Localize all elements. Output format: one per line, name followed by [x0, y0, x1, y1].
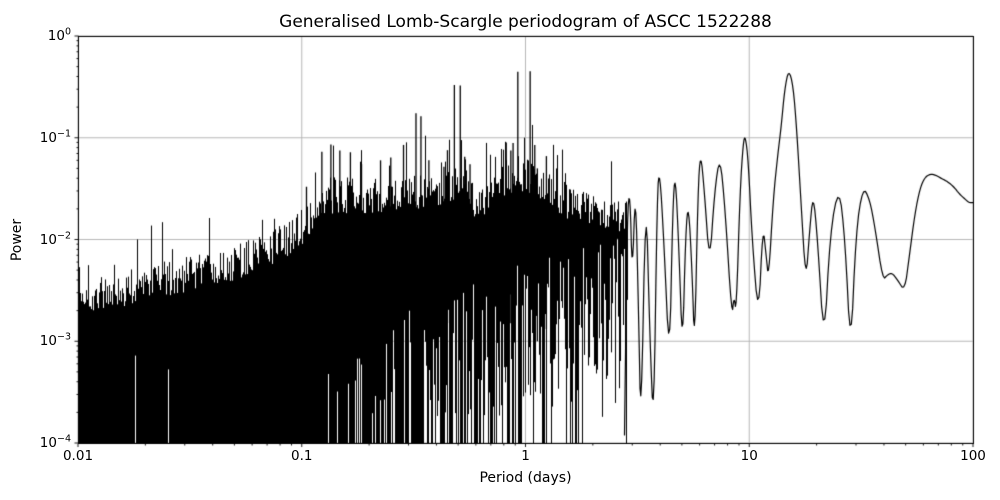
- x-tick-label: 0.1: [291, 448, 313, 464]
- y-tick-label: 10−1: [39, 128, 71, 146]
- x-tick-label: 100: [960, 448, 986, 464]
- y-tick-label: 100: [47, 26, 71, 44]
- y-tick-label: 10−3: [39, 331, 71, 350]
- x-tick-label: 0.01: [62, 448, 94, 464]
- y-tick-label: 10−4: [39, 433, 71, 451]
- chart-title: Generalised Lomb-Scargle periodogram of …: [279, 12, 772, 32]
- x-tick-label: 10: [740, 448, 758, 464]
- y-axis-label: Power: [9, 218, 25, 262]
- x-tick-label: 1: [521, 448, 530, 464]
- x-axis-label: Period (days): [479, 470, 572, 486]
- y-tick-label: 10−2: [39, 230, 71, 248]
